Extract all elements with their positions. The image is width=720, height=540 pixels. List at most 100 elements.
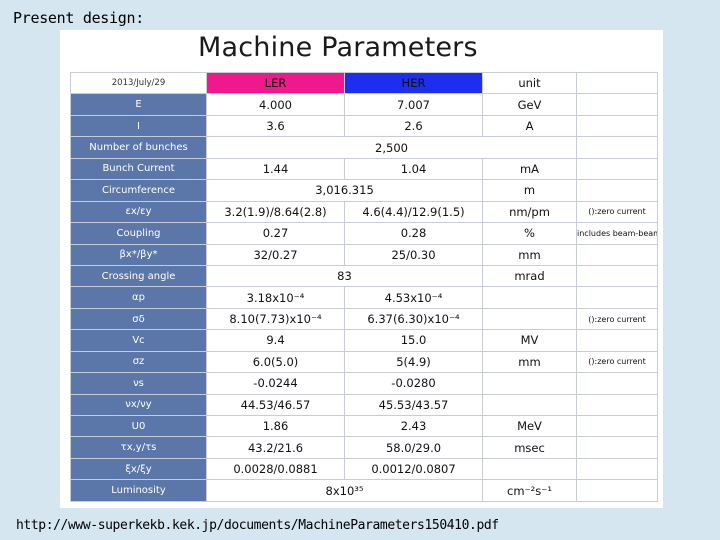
- her-value: 4.6(4.4)/12.9(1.5): [344, 200, 483, 224]
- her-value: -0.0280: [344, 372, 483, 395]
- unit-cell: A: [482, 114, 577, 138]
- row-label: Coupling: [70, 222, 207, 245]
- unit-cell: [482, 307, 577, 331]
- row-label: Crossing angle: [70, 264, 207, 288]
- unit-cell: [482, 286, 577, 309]
- ler-value: 32/0.27: [206, 243, 345, 266]
- table-row: εx/εy 3.2(1.9)/8.64(2.8) 4.6(4.4)/12.9(1.5…: [70, 200, 658, 224]
- ler-value: 1.44: [206, 157, 345, 181]
- table-row: τx,y/τs 43.2/21.6 58.0/29.0 msec: [70, 436, 658, 459]
- unit-cell: cm⁻²s⁻¹: [482, 479, 577, 502]
- unit-cell: mm: [482, 243, 577, 266]
- row-label: σδ: [70, 307, 207, 331]
- note-cell: [576, 264, 658, 288]
- table-row: Coupling 0.27 0.28% includes beam-beam: [70, 222, 658, 245]
- ler-value: 1.86: [206, 414, 345, 438]
- ler-value: 8.10(7.73)x10⁻⁴: [206, 307, 345, 331]
- unit-cell: GeV: [482, 93, 577, 116]
- combined-value: 2,500: [206, 136, 577, 159]
- note-cell: [576, 157, 658, 181]
- ler-header: LER: [206, 71, 345, 95]
- her-value: 58.0/29.0: [344, 436, 483, 459]
- note-cell: [576, 457, 658, 481]
- table-row: βx*/βy* 32/0.27 25/0.30 mm: [70, 243, 658, 266]
- unit-cell: msec: [482, 436, 577, 459]
- ler-value: 3.6: [206, 114, 345, 138]
- unit-header: unit: [482, 71, 577, 95]
- her-value: 1.04: [344, 157, 483, 181]
- ler-value: 3.2(1.9)/8.64(2.8): [206, 200, 345, 224]
- note-cell: [576, 436, 658, 459]
- date-cell: 2013/July/29: [70, 71, 207, 95]
- her-value: 15.0: [344, 329, 483, 352]
- unit-cell: nm/pm: [482, 200, 577, 224]
- table-row: U0 1.86 2.43 MeV: [70, 414, 658, 438]
- her-value: 4.53x10⁻⁴: [344, 286, 483, 309]
- table-row: σδ 8.10(7.73)x10⁻⁴ 6.37(6.30)x10⁻⁴ ():zero …: [70, 307, 658, 331]
- combined-value: 8x10³⁵: [206, 479, 483, 502]
- table-row: E 4.000 7.007 GeV: [70, 93, 658, 116]
- row-label: Number of bunches: [70, 136, 207, 159]
- note-header: [576, 71, 658, 95]
- note-cell: [576, 179, 658, 202]
- unit-cell: [482, 372, 577, 395]
- row-label: σz: [70, 350, 207, 374]
- her-value: 5(4.9): [344, 350, 483, 374]
- ler-value: 4.000: [206, 93, 345, 116]
- note-cell: [576, 393, 658, 417]
- her-value: 0.0012/0.0807: [344, 457, 483, 481]
- her-value: 45.53/43.57: [344, 393, 483, 417]
- table-row: Crossing angle 83 mrad: [70, 264, 658, 288]
- note-cell: [576, 93, 658, 116]
- her-value: 25/0.30: [344, 243, 483, 266]
- table-row: Bunch Current 1.44 1.04 mA: [70, 157, 658, 181]
- note-cell: includes beam-beam: [576, 222, 658, 245]
- ler-value: 0.0028/0.0881: [206, 457, 345, 481]
- row-label: νs: [70, 372, 207, 395]
- ler-value: 43.2/21.6: [206, 436, 345, 459]
- her-header: HER: [344, 71, 483, 95]
- parameters-table: 2013/July/29 LER HER unit E 4.000 7.007 GeV…: [70, 71, 658, 502]
- note-cell: [576, 372, 658, 395]
- table-row: Luminosity 8x10³⁵ cm⁻²s⁻¹: [70, 479, 658, 502]
- ler-value: 44.53/46.57: [206, 393, 345, 417]
- table-row: I 3.6 2.6 A: [70, 114, 658, 138]
- row-label: E: [70, 93, 207, 116]
- note-cell: [576, 329, 658, 352]
- row-label: Vc: [70, 329, 207, 352]
- ler-value: -0.0244: [206, 372, 345, 395]
- row-label: ξx/ξy: [70, 457, 207, 481]
- ler-value: 6.0(5.0): [206, 350, 345, 374]
- table-row: Vc 9.4 15.0 MV: [70, 329, 658, 352]
- row-label: Circumference: [70, 179, 207, 202]
- row-label: U0: [70, 414, 207, 438]
- ler-value: 0.27: [206, 222, 345, 245]
- her-value: 7.007: [344, 93, 483, 116]
- unit-cell: mA: [482, 157, 577, 181]
- unit-cell: m: [482, 179, 577, 202]
- unit-cell: %: [482, 222, 577, 245]
- ler-value: 9.4: [206, 329, 345, 352]
- note-cell: [576, 243, 658, 266]
- row-label: I: [70, 114, 207, 138]
- note-cell: [576, 414, 658, 438]
- her-value: 6.37(6.30)x10⁻⁴: [344, 307, 483, 331]
- table-row: νx/νy 44.53/46.57 45.53/43.57: [70, 393, 658, 417]
- row-label: Bunch Current: [70, 157, 207, 181]
- note-cell: ():zero current: [576, 307, 658, 331]
- note-cell: ():zero current: [576, 350, 658, 374]
- row-label: τx,y/τs: [70, 436, 207, 459]
- table-row: αp 3.18x10⁻⁴ 4.53x10⁻⁴: [70, 286, 658, 309]
- row-label: εx/εy: [70, 200, 207, 224]
- table-row: Number of bunches 2,500: [70, 136, 658, 159]
- row-label: αp: [70, 286, 207, 309]
- header-row: 2013/July/29 LER HER unit: [70, 71, 658, 95]
- her-value: 2.43: [344, 414, 483, 438]
- table-row: σz 6.0(5.0) 5(4.9) mm ():zero current: [70, 350, 658, 374]
- table-row: νs -0.0244 -0.0280: [70, 372, 658, 395]
- note-cell: ():zero current: [576, 200, 658, 224]
- table-row: Circumference 3,016.315 m: [70, 179, 658, 202]
- table-row: ξx/ξy 0.0028/0.0881 0.0012/0.0807: [70, 457, 658, 481]
- note-cell: [576, 114, 658, 138]
- page-caption: Present design:: [13, 9, 144, 27]
